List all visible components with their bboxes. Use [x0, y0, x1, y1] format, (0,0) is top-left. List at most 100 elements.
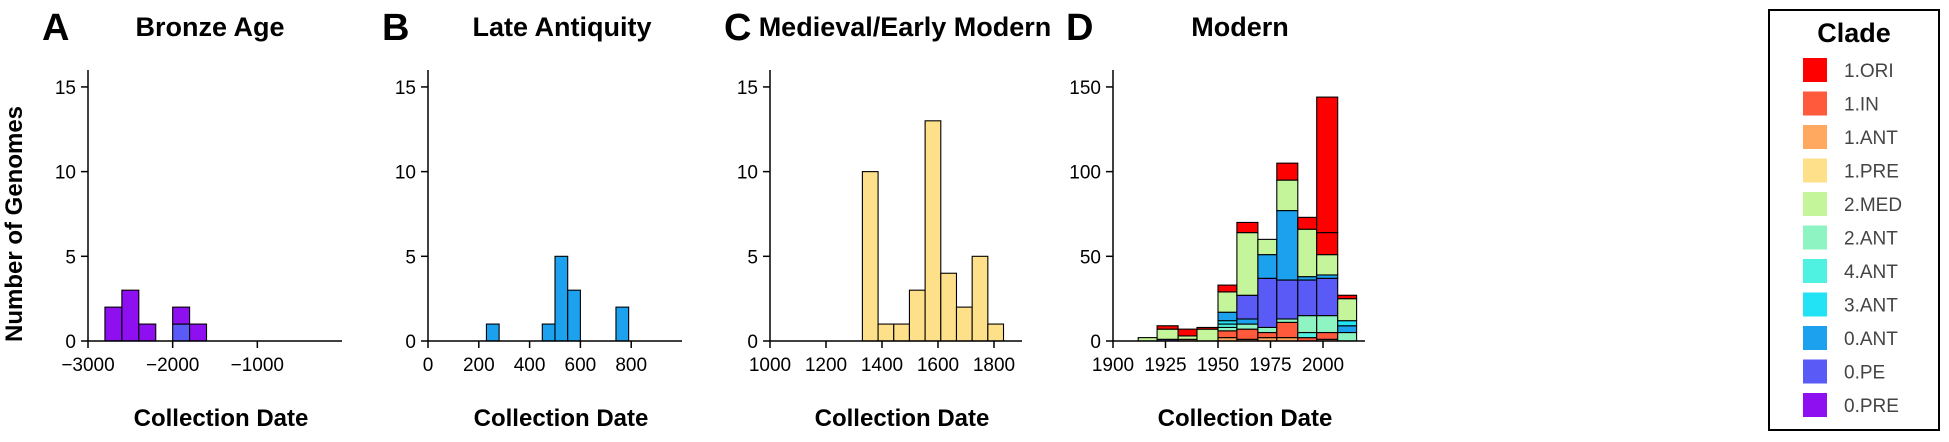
bar-C-2-0	[893, 323, 910, 342]
legend-swatch-6	[1803, 259, 1827, 283]
legend-label-5: 2.ANT	[1844, 229, 1898, 250]
y-tick-label-C-0: 0	[747, 332, 758, 353]
bar-A-0-0	[104, 306, 123, 342]
y-tick-label-C-1: 5	[747, 247, 758, 268]
legend-label-3: 1.PRE	[1844, 162, 1899, 183]
x-tick-label-C-1: 1200	[805, 355, 847, 376]
legend-label-10: 0.PRE	[1844, 396, 1899, 417]
bar-D-6-3	[1257, 277, 1278, 328]
bar-D-8-2	[1297, 315, 1318, 334]
x-tick-label-C-2: 1400	[861, 355, 903, 376]
bar-D-2-2	[1177, 328, 1198, 337]
bar-D-9-2	[1316, 315, 1339, 334]
bar-D-5-6	[1236, 221, 1259, 234]
bar-D-4-5	[1217, 311, 1238, 322]
bar-D-5-1	[1236, 328, 1259, 340]
bar-D-10-1	[1337, 325, 1358, 334]
y-tick-label-C-3: 15	[737, 78, 758, 99]
bar-D-8-1	[1297, 331, 1318, 339]
x-tick-label-C-0: 1000	[749, 355, 791, 376]
bar-D-3-0	[1196, 328, 1219, 342]
legend-label-8: 0.ANT	[1844, 329, 1898, 350]
bar-D-6-5	[1257, 238, 1278, 256]
bar-C-8-0	[987, 323, 1005, 342]
bar-D-4-7	[1217, 284, 1238, 293]
bar-D-10-4	[1337, 294, 1358, 300]
bar-D-6-1	[1257, 331, 1278, 339]
bar-C-5-0	[940, 272, 958, 342]
legend-label-6: 4.ANT	[1844, 262, 1898, 283]
y-tick-label-B-3: 15	[395, 78, 416, 99]
bar-B-4-0	[615, 306, 630, 342]
panel-letter-C: C	[724, 7, 751, 49]
legend-swatch-4	[1803, 192, 1827, 216]
bar-D-7-6	[1276, 162, 1299, 181]
legend-swatch-8	[1803, 326, 1827, 350]
x-tick-label-B-3: 600	[565, 355, 597, 376]
bar-A-3-1	[172, 306, 191, 325]
bar-C-6-0	[955, 306, 973, 342]
x-tick-label-A-0: −3000	[61, 355, 114, 376]
bar-B-3-0	[567, 289, 581, 342]
bar-D-7-3	[1276, 279, 1299, 320]
bar-B-2-0	[554, 255, 569, 342]
panel-title-A: Bronze Age	[135, 12, 284, 42]
legend-swatch-2	[1803, 125, 1827, 149]
y-axis-label: Number of Genomes	[1, 106, 28, 342]
bar-B-1-0	[541, 323, 556, 342]
bar-C-0-0	[861, 171, 879, 342]
x-axis-label-D: Collection Date	[1158, 405, 1333, 432]
x-tick-label-B-2: 400	[514, 355, 546, 376]
legend-swatch-3	[1803, 158, 1827, 183]
x-tick-label-D-2: 1950	[1197, 355, 1239, 376]
legend-label-0: 1.ORI	[1844, 61, 1894, 82]
x-tick-label-C-3: 1600	[917, 355, 959, 376]
bar-D-5-5	[1236, 232, 1259, 296]
legend-swatch-5	[1803, 225, 1827, 250]
panel-title-D: Modern	[1191, 12, 1289, 42]
legend-label-4: 2.MED	[1844, 195, 1902, 216]
bar-C-3-0	[908, 289, 926, 342]
x-tick-label-D-0: 1900	[1092, 355, 1134, 376]
y-tick-label-A-1: 5	[65, 247, 76, 268]
y-tick-label-D-3: 150	[1069, 78, 1101, 99]
x-tick-label-D-3: 1975	[1249, 355, 1291, 376]
x-axis-label-C: Collection Date	[815, 405, 990, 432]
x-tick-label-B-1: 200	[463, 355, 495, 376]
bar-D-5-2	[1236, 323, 1259, 330]
bar-D-1-2	[1156, 325, 1179, 330]
bar-D-8-6	[1297, 216, 1318, 230]
legend-swatch-7	[1803, 292, 1827, 317]
legend-swatch-9	[1803, 359, 1827, 384]
bar-D-1-1	[1156, 328, 1179, 340]
panel-title-C: Medieval/Early Modern	[759, 12, 1052, 42]
bar-C-7-0	[971, 255, 989, 342]
bar-D-7-4	[1276, 210, 1299, 281]
bar-D-9-1	[1316, 331, 1339, 340]
bar-D-9-8	[1316, 96, 1339, 234]
y-tick-label-C-2: 10	[737, 163, 758, 184]
bar-D-7-5	[1276, 179, 1299, 212]
bar-A-1-0	[121, 289, 140, 342]
legend-label-1: 1.IN	[1844, 95, 1879, 116]
bar-D-4-6	[1217, 291, 1238, 313]
bar-D-10-0	[1337, 331, 1358, 342]
bar-D-5-4	[1236, 294, 1259, 320]
y-tick-label-D-0: 0	[1090, 332, 1101, 353]
legend: Clade 1.ORI 1.IN 1.ANT 1.PRE 2.MED 2.ANT 4.ANT 3…	[1768, 9, 1940, 431]
bar-D-3-1	[1196, 326, 1219, 330]
y-tick-label-B-0: 0	[405, 332, 416, 353]
y-tick-label-A-2: 10	[55, 163, 76, 184]
chart-marks: A Bronze Age 0 5 10 15 −3000 −2000 −1000 Collecti…	[42, 7, 1365, 432]
bar-D-9-3	[1316, 277, 1339, 317]
y-tick-label-B-2: 10	[395, 163, 416, 184]
legend-swatch-10	[1803, 393, 1827, 417]
bar-A-2-0	[138, 323, 157, 342]
bar-C-4-0	[924, 120, 942, 342]
x-tick-label-B-4: 800	[615, 355, 647, 376]
bar-D-10-3	[1337, 298, 1358, 322]
panel-title-B: Late Antiquity	[473, 12, 652, 42]
bar-A-3-0	[172, 323, 191, 342]
